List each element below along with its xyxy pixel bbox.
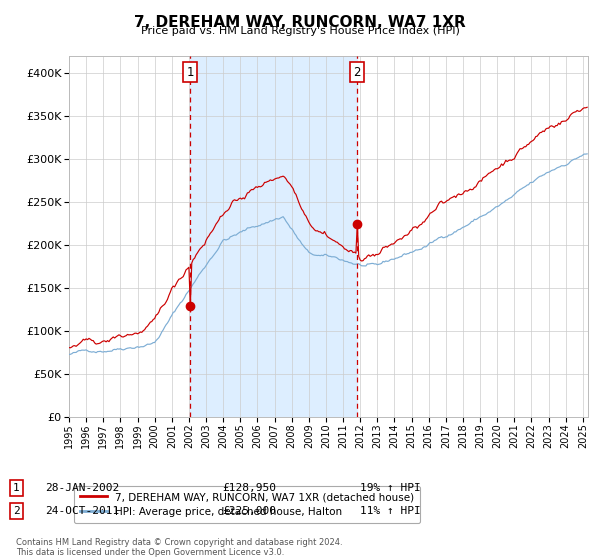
Text: Price paid vs. HM Land Registry's House Price Index (HPI): Price paid vs. HM Land Registry's House … (140, 26, 460, 36)
Text: Contains HM Land Registry data © Crown copyright and database right 2024.
This d: Contains HM Land Registry data © Crown c… (16, 538, 343, 557)
Text: 11% ↑ HPI: 11% ↑ HPI (360, 506, 421, 516)
Text: 1: 1 (187, 66, 194, 79)
Text: 1: 1 (13, 483, 20, 493)
Text: 28-JAN-2002: 28-JAN-2002 (45, 483, 119, 493)
Text: 19% ↑ HPI: 19% ↑ HPI (360, 483, 421, 493)
Text: £225,000: £225,000 (222, 506, 276, 516)
Text: 24-OCT-2011: 24-OCT-2011 (45, 506, 119, 516)
Text: 2: 2 (13, 506, 20, 516)
Text: £128,950: £128,950 (222, 483, 276, 493)
Text: 2: 2 (353, 66, 361, 79)
Bar (190, 56, 357, 417)
Legend: 7, DEREHAM WAY, RUNCORN, WA7 1XR (detached house), HPI: Average price, detached : 7, DEREHAM WAY, RUNCORN, WA7 1XR (detach… (74, 486, 420, 523)
Text: 7, DEREHAM WAY, RUNCORN, WA7 1XR: 7, DEREHAM WAY, RUNCORN, WA7 1XR (134, 15, 466, 30)
